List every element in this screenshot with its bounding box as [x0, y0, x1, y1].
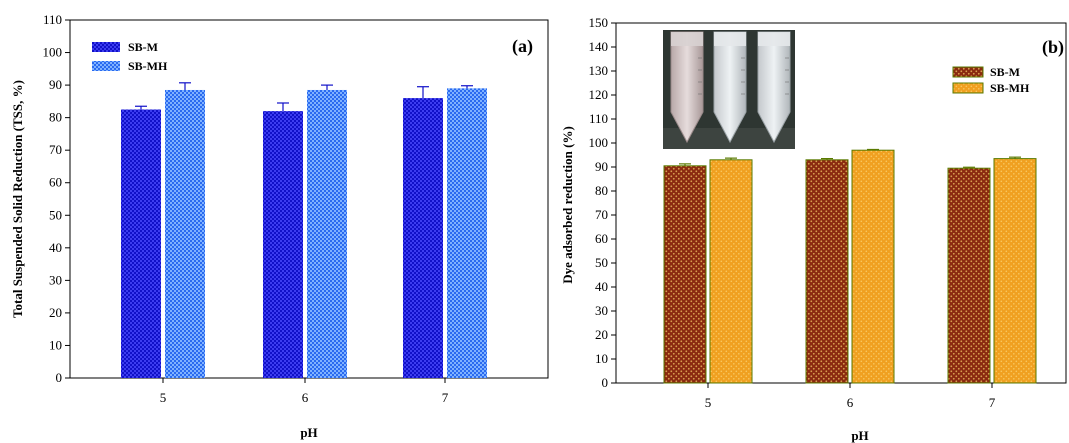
y-tick-label-a: 80 [49, 110, 62, 125]
panel-label-b: (b) [1042, 37, 1064, 58]
x-tick-label-a: 6 [302, 390, 309, 405]
y-tick-label-b: 110 [589, 111, 608, 126]
legend-swatch-sb-m-b [952, 66, 984, 78]
y-tick-label-a: 30 [49, 272, 62, 287]
y-tick-label-a: 100 [43, 45, 63, 60]
x-tick-label-a: 7 [442, 390, 449, 405]
y-tick-label-b: 20 [595, 327, 608, 342]
bar-sb-m-ph5-a [121, 109, 161, 378]
y-tick-label-b: 30 [595, 303, 608, 318]
y-tick-label-b: 100 [589, 135, 609, 150]
y-tick-label-b: 80 [595, 183, 608, 198]
bar-sb-mh-ph7-a [447, 88, 487, 378]
bar-sb-mh-ph7-b [993, 158, 1037, 384]
bars-b [663, 148, 1037, 384]
x-axis-ticks-b: 5 6 7 [705, 383, 996, 410]
bar-sb-mh-ph5-b [709, 159, 753, 384]
y-axis-ticks-b: 0 10 20 30 40 50 60 70 80 90 100 110 120 130 140 150 [589, 15, 616, 390]
y-tick-label-b: 70 [595, 207, 608, 222]
tube-1 [670, 31, 704, 144]
bar-sb-m-ph6-a [263, 111, 303, 379]
y-tick-label-b: 40 [595, 279, 608, 294]
x-axis-label-b: pH [851, 428, 868, 443]
bar-sb-mh-ph6-b [851, 149, 895, 384]
y-tick-label-b: 130 [589, 63, 609, 78]
bar-sb-m-ph5-b [663, 165, 707, 384]
panel-label-a: (a) [512, 36, 533, 57]
x-tick-label-b: 5 [705, 395, 712, 410]
y-tick-label-a: 60 [49, 175, 62, 190]
legend-label-sb-m-b: SB-M [990, 65, 1020, 79]
bar-sb-mh-ph6-a [307, 89, 347, 379]
y-tick-label-a: 50 [49, 207, 62, 222]
y-tick-label-b: 60 [595, 231, 608, 246]
y-tick-label-b: 140 [589, 39, 609, 54]
y-tick-label-b: 10 [595, 351, 608, 366]
legend-swatch-sb-mh-b [952, 82, 984, 94]
y-tick-label-a: 10 [49, 337, 62, 352]
x-tick-label-b: 6 [847, 395, 854, 410]
y-tick-label-a: 0 [56, 370, 63, 385]
x-axis-ticks-a: 5 6 7 [160, 378, 449, 405]
y-axis-label-b: Dye adsorbed reduction (%) [560, 126, 575, 284]
tube-graduations [698, 57, 789, 95]
x-tick-label-b: 7 [989, 395, 996, 410]
y-tick-label-a: 20 [49, 305, 62, 320]
bar-sb-m-ph7-a [403, 98, 443, 378]
y-tick-label-b: 90 [595, 159, 608, 174]
x-axis-label-a: pH [300, 425, 317, 440]
panel-b: 0 10 20 30 40 50 60 70 80 90 100 110 120 130 140 150 5 6… [560, 15, 1067, 443]
y-tick-label-b: 120 [589, 87, 609, 102]
y-tick-label-b: 150 [589, 15, 609, 30]
panel-a: 0 10 20 30 40 50 60 70 80 90 100 110 5 6 7 Total Susp… [10, 12, 549, 440]
bar-sb-m-ph7-b [947, 167, 991, 384]
legend-label-sb-m-a: SB-M [128, 40, 158, 54]
bars-a [121, 82, 487, 379]
y-axis-label-a: Total Suspended Solid Reduction (TSS, %) [10, 80, 25, 318]
legend-b: SB-M SB-MH [952, 65, 1030, 95]
x-tick-label-a: 5 [160, 390, 167, 405]
tube-3 [757, 31, 791, 144]
legend-label-sb-mh-b: SB-MH [990, 81, 1030, 95]
legend-swatch-sb-mh-a [92, 61, 120, 71]
y-axis-ticks-a: 0 10 20 30 40 50 60 70 80 90 100 110 [43, 12, 70, 385]
y-tick-label-a: 90 [49, 77, 62, 92]
tube-2 [713, 31, 747, 144]
y-tick-label-b: 0 [602, 375, 609, 390]
legend-a: SB-M SB-MH [92, 40, 168, 73]
y-tick-label-a: 110 [43, 12, 62, 27]
legend-swatch-sb-m-a [92, 42, 120, 52]
inset-photo [663, 30, 795, 149]
y-tick-label-a: 70 [49, 142, 62, 157]
y-tick-label-a: 40 [49, 240, 62, 255]
legend-label-sb-mh-a: SB-MH [128, 59, 168, 73]
bar-sb-m-ph6-b [805, 159, 849, 384]
y-tick-label-b: 50 [595, 255, 608, 270]
bar-sb-mh-ph5-a [165, 89, 205, 379]
